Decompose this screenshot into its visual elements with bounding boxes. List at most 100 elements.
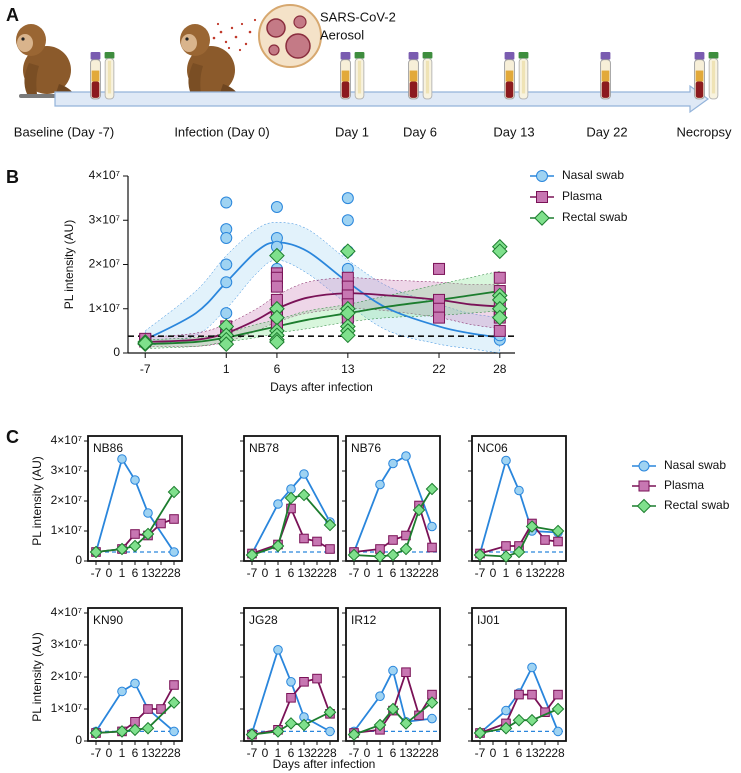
legend-label: Nasal swab bbox=[562, 168, 624, 182]
x-axis-label: Days after infection bbox=[273, 757, 376, 771]
legend-marker bbox=[534, 210, 550, 226]
marker bbox=[553, 726, 563, 737]
x-tick-label: 22 bbox=[432, 362, 446, 376]
marker bbox=[220, 196, 233, 209]
marker bbox=[128, 723, 142, 737]
marker bbox=[169, 726, 179, 737]
marker bbox=[312, 673, 322, 684]
marker bbox=[540, 535, 550, 545]
marker bbox=[169, 514, 179, 524]
marker bbox=[299, 469, 309, 479]
x-tick-label: 22 bbox=[310, 746, 324, 760]
y-axis-label: PL intensity (AU) bbox=[62, 220, 76, 310]
legend-label: Plasma bbox=[664, 478, 704, 492]
marker bbox=[299, 533, 309, 544]
marker bbox=[128, 539, 142, 553]
panel-title: NC06 bbox=[477, 441, 508, 455]
y-tick-label: 0 bbox=[113, 345, 120, 359]
x-tick-label: 0 bbox=[490, 566, 497, 580]
y-tick-label: 1×10⁷ bbox=[51, 701, 82, 715]
panel-label: A bbox=[6, 5, 19, 25]
marker bbox=[130, 678, 140, 689]
blood-tube bbox=[694, 52, 705, 100]
marker bbox=[399, 717, 413, 730]
marker bbox=[388, 458, 398, 469]
x-tick-label: 22 bbox=[538, 746, 552, 760]
marker bbox=[527, 662, 537, 673]
swab-tube bbox=[422, 52, 433, 100]
series-line bbox=[353, 668, 433, 732]
blood-tube bbox=[340, 52, 351, 100]
marker bbox=[525, 713, 539, 727]
swab-tube bbox=[708, 52, 719, 100]
marker bbox=[386, 702, 400, 716]
x-tick-label: 0 bbox=[106, 566, 113, 580]
panel-title: IJ01 bbox=[477, 613, 500, 627]
marker bbox=[89, 545, 103, 559]
marker bbox=[425, 696, 439, 709]
marker bbox=[493, 271, 506, 284]
marker bbox=[167, 485, 181, 499]
marker bbox=[156, 704, 166, 714]
confidence-band bbox=[144, 222, 501, 354]
marker bbox=[220, 231, 233, 244]
x-tick-label: -7 bbox=[475, 566, 486, 580]
timeline-label: Baseline (Day -7) bbox=[14, 124, 114, 139]
marker bbox=[433, 311, 446, 324]
blood-tube bbox=[504, 52, 515, 100]
y-tick-label: 4×10⁷ bbox=[51, 433, 82, 447]
x-tick-label: 13 bbox=[141, 746, 155, 760]
x-tick-label: 22 bbox=[154, 746, 168, 760]
x-tick-label: 28 bbox=[425, 566, 439, 580]
marker bbox=[117, 686, 127, 697]
marker bbox=[245, 548, 259, 562]
x-tick-label: 6 bbox=[516, 566, 523, 580]
x-tick-label: 22 bbox=[412, 746, 426, 760]
panel-title: NB86 bbox=[93, 441, 123, 455]
panel-title: NB76 bbox=[351, 441, 381, 455]
marker bbox=[323, 705, 337, 719]
x-tick-label: 6 bbox=[132, 566, 139, 580]
y-tick-label: 1×10⁷ bbox=[89, 301, 120, 315]
timeline-label: Day 13 bbox=[493, 124, 534, 139]
x-tick-label: 0 bbox=[262, 746, 269, 760]
legend-marker bbox=[638, 480, 650, 492]
marker bbox=[493, 324, 506, 337]
x-tick-label: 28 bbox=[425, 746, 439, 760]
y-axis-label: PL intensity (AU) bbox=[30, 632, 44, 722]
panel-label: B bbox=[6, 167, 19, 187]
x-tick-label: -7 bbox=[140, 362, 151, 376]
marker bbox=[271, 539, 285, 553]
x-tick-label: 28 bbox=[551, 746, 565, 760]
swab-tube bbox=[104, 52, 115, 100]
monkey-icon bbox=[180, 24, 241, 98]
blood-tube bbox=[90, 52, 101, 100]
y-tick-label: 2×10⁷ bbox=[51, 669, 82, 683]
y-tick-label: 0 bbox=[75, 553, 82, 567]
marker bbox=[412, 503, 426, 517]
marker bbox=[299, 677, 309, 687]
x-tick-label: 13 bbox=[525, 566, 539, 580]
y-tick-label: 3×10⁷ bbox=[89, 212, 120, 226]
panel-title: JG28 bbox=[249, 613, 278, 627]
fit-line bbox=[145, 290, 500, 346]
marker bbox=[218, 336, 235, 353]
x-tick-label: -7 bbox=[247, 746, 258, 760]
x-tick-label: 22 bbox=[154, 566, 168, 580]
x-tick-label: 22 bbox=[538, 566, 552, 580]
marker bbox=[169, 547, 179, 557]
marker bbox=[341, 214, 354, 227]
marker bbox=[167, 696, 181, 709]
marker bbox=[388, 535, 398, 545]
x-tick-label: 6 bbox=[288, 746, 295, 760]
x-tick-label: 1 bbox=[503, 746, 510, 760]
x-tick-label: -7 bbox=[247, 566, 258, 580]
marker bbox=[273, 645, 283, 655]
marker bbox=[551, 702, 565, 716]
timeline-label: Day 6 bbox=[403, 124, 437, 139]
marker bbox=[269, 247, 285, 264]
marker bbox=[514, 485, 524, 496]
marker bbox=[373, 550, 387, 563]
marker bbox=[527, 689, 537, 700]
x-tick-label: 6 bbox=[288, 566, 295, 580]
